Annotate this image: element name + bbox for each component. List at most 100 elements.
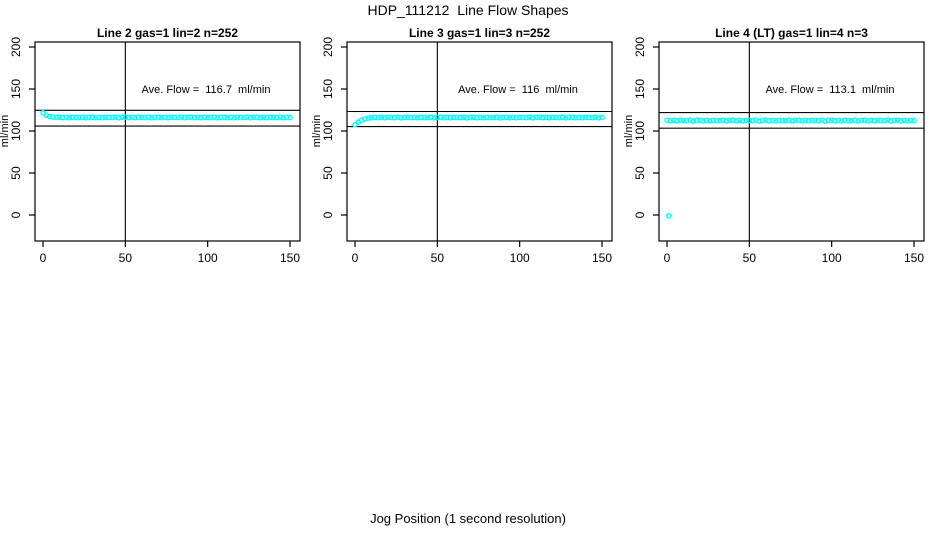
flow-point (549, 114, 556, 121)
flow-point (198, 114, 204, 121)
flow-point (414, 115, 421, 121)
line-4-chart-canvas: 0 50 100 150 200 0 50 100 150 ml/min (624, 37, 925, 265)
x-tick-label: 50 (431, 251, 445, 265)
panel-line-2-title: Line 2 gas=1 lin=2 n=252 (96, 26, 239, 40)
flow-point (362, 116, 368, 122)
flow-point (274, 114, 280, 121)
flow-point (221, 114, 227, 121)
flow-point (805, 118, 812, 124)
flow-point (520, 114, 526, 121)
x-tick-label: 100 (198, 251, 218, 265)
flow-point (904, 118, 911, 124)
y-axis-label: ml/min (624, 115, 635, 147)
flow-point (92, 114, 99, 121)
flow-point (746, 117, 753, 124)
flow-point (257, 114, 264, 121)
flow-point (825, 117, 832, 124)
y-tick-label: 100 (9, 121, 23, 141)
flow-point (208, 114, 214, 121)
y-tick-label: 50 (9, 166, 23, 180)
flow-point (888, 118, 894, 124)
flow-point (155, 114, 162, 121)
flow-point (835, 117, 842, 124)
flow-point (106, 114, 112, 121)
flow-point (536, 114, 543, 121)
flow-point (516, 114, 523, 121)
flow-point (500, 114, 506, 121)
flow-point (411, 114, 418, 121)
plot-box (658, 41, 925, 242)
flow-point (53, 114, 59, 121)
shared-x-axis-label: Jog Position (1 second resolution) (370, 511, 566, 526)
flow-point (115, 115, 122, 121)
flow-point (395, 114, 401, 121)
flow-point (194, 114, 201, 121)
flow-point (247, 115, 254, 121)
flow-point (145, 114, 152, 120)
flow-point (450, 114, 457, 121)
flow-point (447, 115, 454, 121)
flow-point (815, 117, 822, 124)
outlier-point (665, 213, 672, 219)
flow-point (546, 115, 553, 121)
x-tick-label: 150 (592, 251, 612, 265)
flow-point (855, 118, 861, 124)
flow-point (716, 117, 723, 124)
flow-point (842, 117, 848, 124)
flow-point (589, 114, 595, 121)
flow-point (56, 114, 63, 121)
flow-point (201, 114, 208, 121)
flow-point (119, 114, 125, 121)
flow-point (401, 114, 408, 121)
flow-point (700, 118, 707, 124)
y-tick-label: 200 (633, 37, 647, 57)
flow-point (63, 114, 69, 121)
y-tick-label: 0 (9, 211, 23, 218)
panel-line-4-title: Line 4 (LT) gas=1 lin=4 n=3 (715, 26, 868, 40)
flow-point (828, 117, 835, 123)
flow-point (733, 118, 739, 124)
flow-point (398, 115, 404, 121)
y-tick-label: 100 (633, 121, 647, 141)
flow-point (211, 114, 218, 120)
flow-point (365, 115, 371, 121)
flow-point (533, 114, 539, 121)
x-tick-label: 100 (510, 251, 530, 265)
flow-point (713, 117, 720, 124)
flow-point (878, 117, 884, 124)
y-axis-label: ml/min (0, 115, 11, 147)
flow-point (391, 114, 398, 121)
flow-point (530, 115, 536, 121)
flow-point (838, 118, 845, 124)
flow-point (832, 118, 838, 124)
flow-point (881, 117, 888, 124)
flow-point (158, 114, 165, 121)
flow-point (427, 114, 434, 121)
flow-point (582, 114, 589, 121)
flow-point (66, 114, 73, 121)
flow-point (487, 114, 493, 121)
flow-point (188, 114, 194, 121)
flow-point (680, 117, 687, 124)
y-tick-label: 200 (9, 37, 23, 57)
x-tick-label: 50 (119, 251, 133, 265)
flow-point (483, 114, 490, 121)
flow-point (467, 114, 474, 121)
flow-point (444, 114, 451, 121)
flow-point (579, 115, 586, 121)
flow-points-series (40, 109, 293, 121)
flow-point (83, 115, 89, 121)
y-tick-label: 50 (633, 166, 647, 180)
flow-point (270, 114, 277, 121)
flow-point (244, 114, 250, 120)
flow-point (480, 115, 487, 121)
flow-point (408, 114, 414, 121)
flow-point (454, 114, 460, 121)
flow-point (526, 114, 533, 121)
flow-point (543, 114, 549, 121)
flow-point (218, 114, 224, 121)
flow-point (599, 114, 605, 121)
flow-point (441, 114, 447, 121)
flow-point (178, 114, 185, 120)
flow-point (595, 115, 602, 121)
